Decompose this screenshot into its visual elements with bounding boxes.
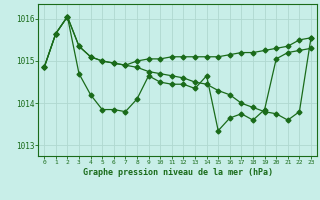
X-axis label: Graphe pression niveau de la mer (hPa): Graphe pression niveau de la mer (hPa) xyxy=(83,168,273,177)
